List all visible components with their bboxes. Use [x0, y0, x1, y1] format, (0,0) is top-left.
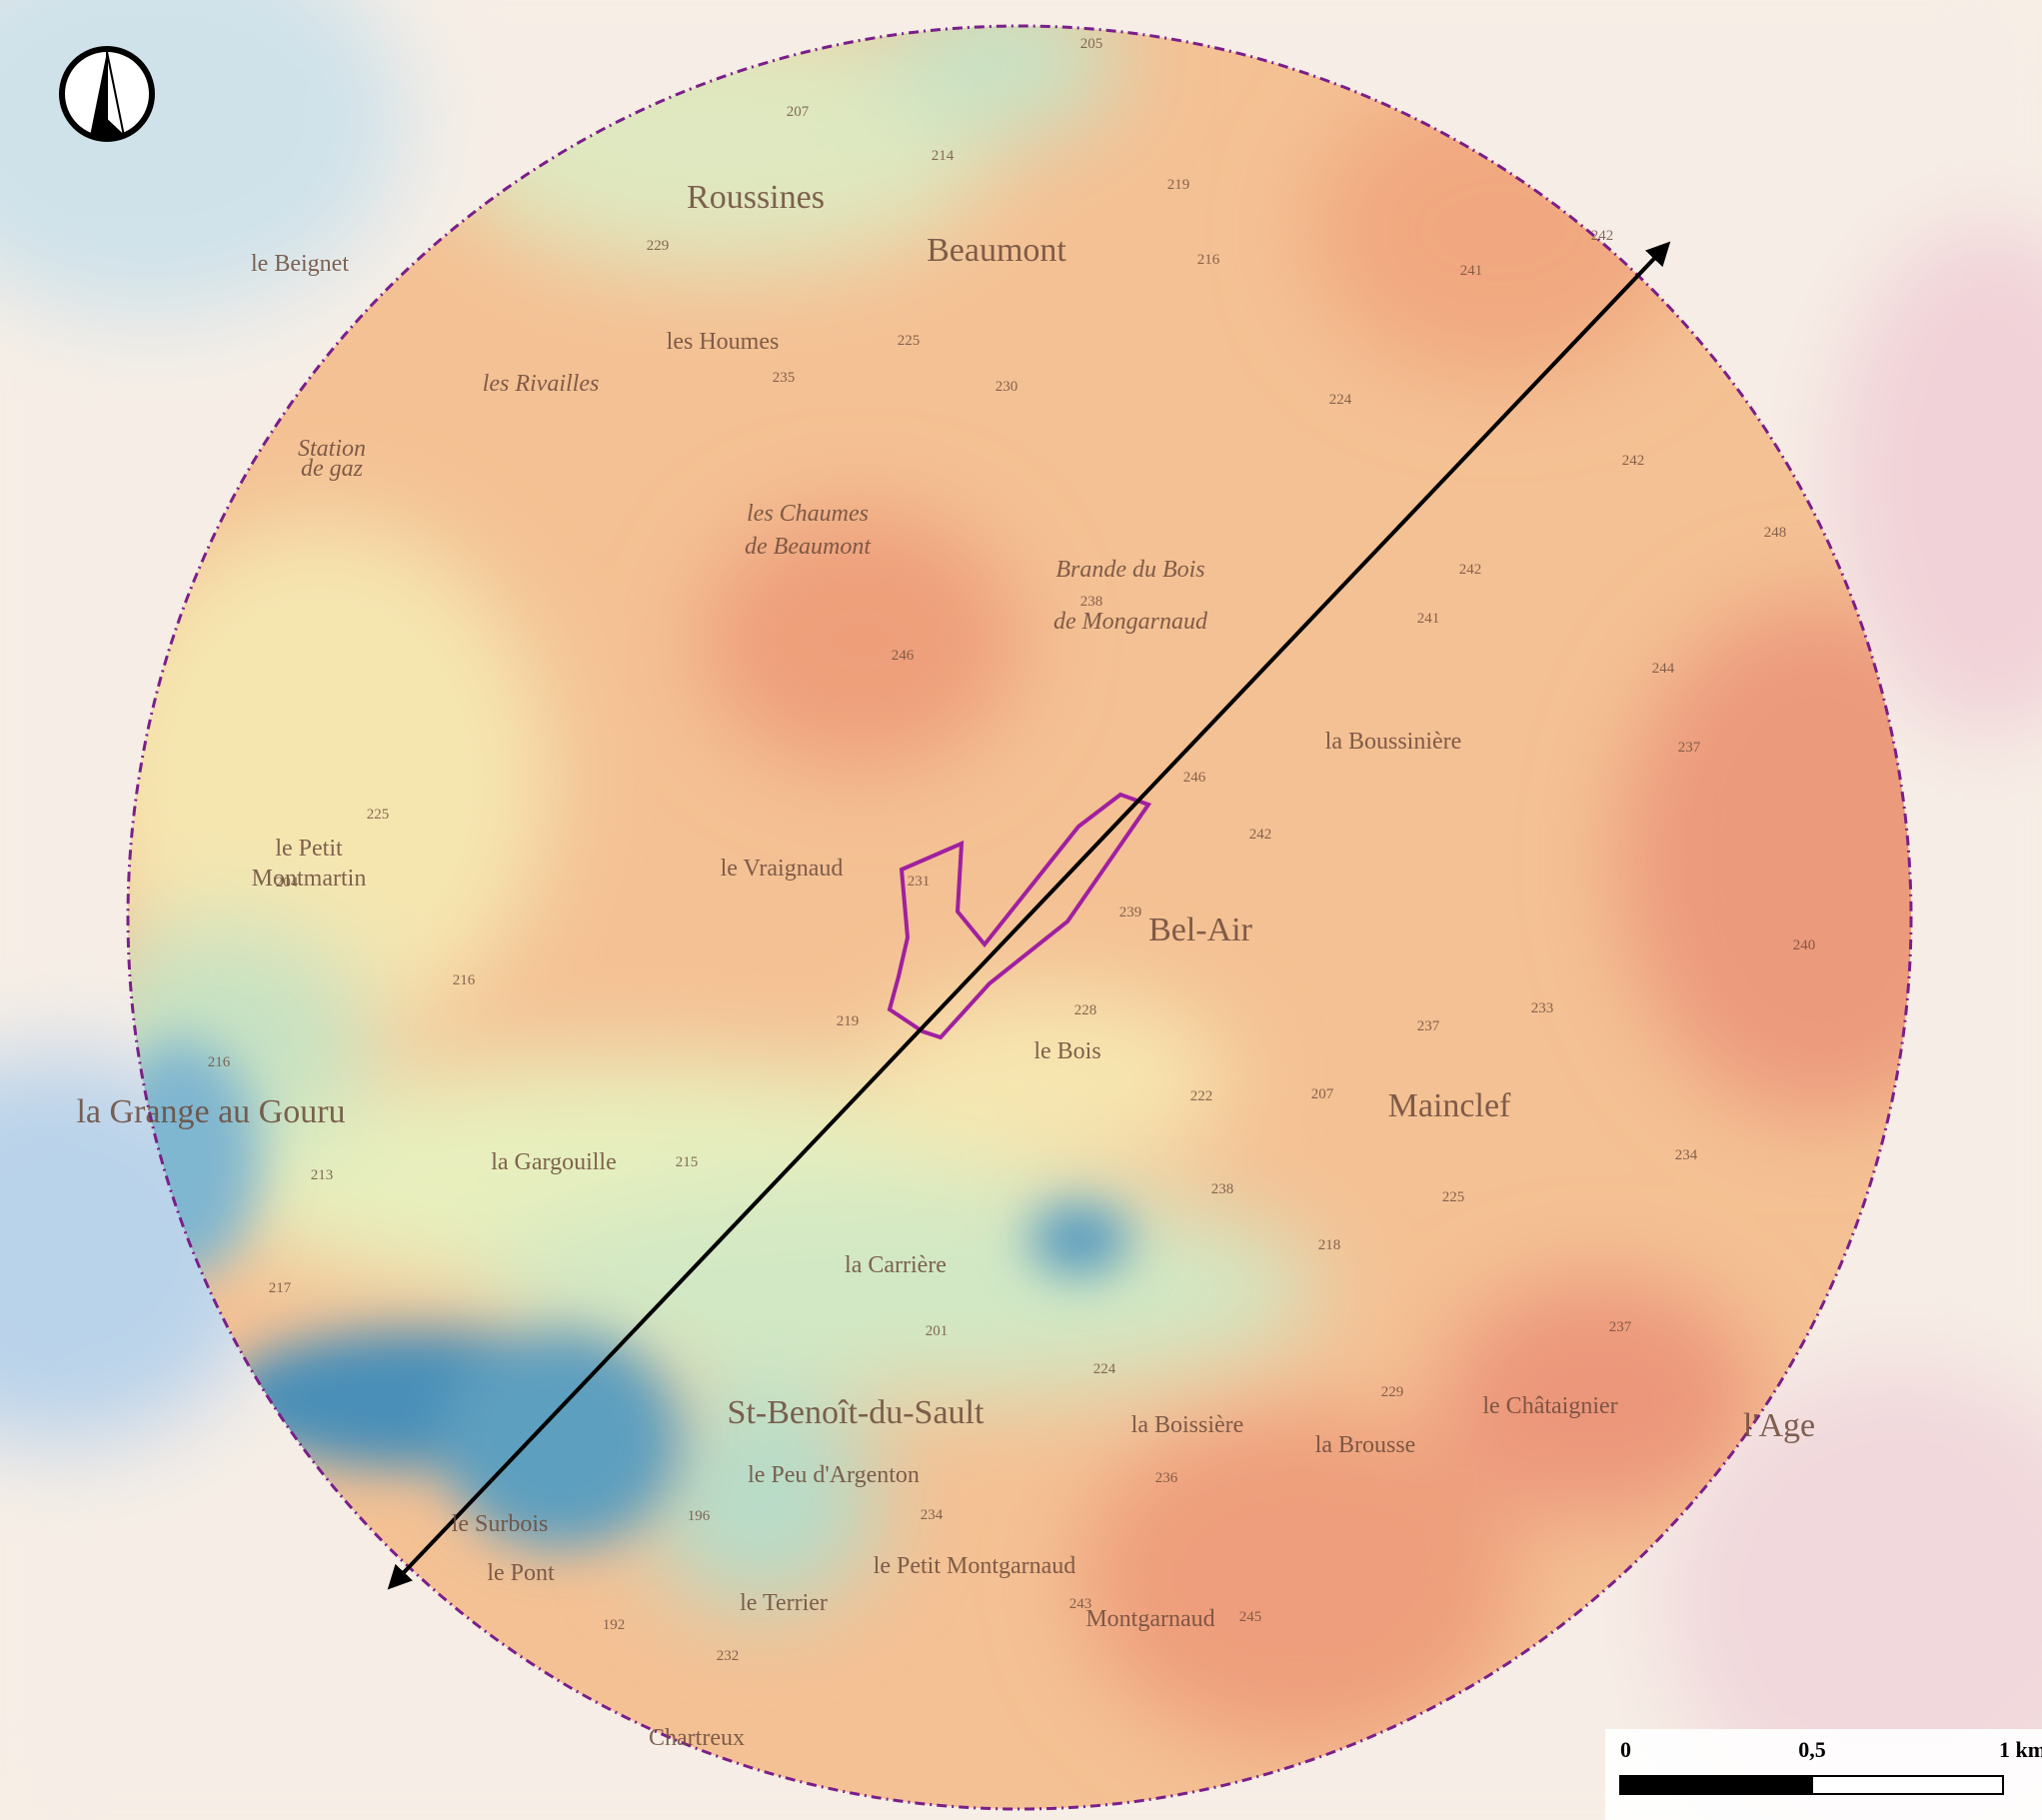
place-label: les Rivailles: [483, 371, 600, 397]
spot-height: 229: [647, 238, 670, 254]
spot-height: 237: [1417, 1018, 1440, 1034]
spot-height: 213: [311, 1167, 334, 1183]
spot-height: 235: [773, 370, 796, 386]
place-label: les Chaumes: [747, 501, 869, 527]
place-label: Brande du Bois: [1055, 557, 1204, 583]
place-label: Roussines: [687, 179, 825, 216]
place-label: la Brousse: [1315, 1432, 1416, 1458]
spot-height: 204: [276, 875, 299, 891]
spot-height: 216: [1197, 252, 1220, 268]
place-label: le Terrier: [740, 1590, 828, 1616]
place-label: le Petit Montgarnaud: [874, 1553, 1076, 1579]
place-label: le Peu d'Argenton: [748, 1462, 920, 1488]
place-label: la Carrière: [845, 1252, 947, 1278]
scale-label: 0: [1620, 1737, 1631, 1762]
spot-height: 233: [1531, 1000, 1554, 1016]
spot-height: 229: [1381, 1384, 1404, 1400]
spot-height: 219: [837, 1013, 860, 1029]
spot-height: 245: [1239, 1609, 1262, 1625]
spot-height: 239: [1119, 905, 1142, 920]
spot-height: 216: [208, 1054, 231, 1070]
spot-height: 248: [1764, 525, 1787, 541]
spot-height: 246: [892, 648, 915, 664]
place-label: le Beignet: [251, 251, 349, 277]
spot-height: 215: [676, 1154, 699, 1170]
scale-bar: 0 0,5 1 km: [1605, 1729, 2042, 1820]
page: {"map": { "places": [ {"label": "Roussin…: [0, 0, 2042, 1820]
spot-height: 214: [932, 148, 955, 164]
place-label: l'Age: [1743, 1407, 1815, 1444]
spot-height: 230: [996, 379, 1019, 395]
spot-height: 222: [1190, 1088, 1213, 1104]
place-label: Mainclef: [1388, 1087, 1511, 1124]
spot-height: 196: [688, 1508, 711, 1524]
place-label: le Surbois: [452, 1511, 549, 1537]
spot-height: 192: [603, 1617, 626, 1633]
spot-height: 237: [1609, 1319, 1632, 1335]
place-label: le Petit: [275, 836, 343, 862]
spot-height: 241: [1460, 263, 1483, 279]
scale-label: 1 km: [1999, 1737, 2042, 1762]
place-label: de gaz: [301, 456, 364, 482]
place-label: Montgarnaud: [1085, 1606, 1214, 1632]
spot-height: 242: [1459, 562, 1482, 578]
spot-height: 225: [1442, 1189, 1465, 1205]
spot-height: 217: [269, 1280, 292, 1296]
spot-height: 243: [1069, 1596, 1092, 1612]
place-label: la Gargouille: [491, 1149, 617, 1175]
spot-height: 240: [1793, 937, 1816, 953]
spot-height: 234: [1675, 1147, 1698, 1163]
place-label: la Boussinière: [1325, 729, 1462, 755]
spot-height: 242: [1622, 453, 1645, 469]
spot-height: 244: [1652, 661, 1675, 677]
spot-height: 224: [1329, 392, 1352, 408]
spot-height: 238: [1080, 594, 1103, 610]
north-arrow: [62, 49, 152, 139]
place-label: Chartreux: [649, 1725, 745, 1751]
spot-height: 246: [1183, 770, 1206, 786]
spot-height: 205: [1080, 36, 1103, 52]
spot-height: 228: [1074, 1002, 1097, 1018]
place-label: le Pont: [487, 1560, 555, 1586]
spot-height: 231: [908, 874, 931, 890]
place-label: Montmartin: [252, 866, 367, 892]
spot-height: 232: [717, 1648, 740, 1664]
spot-height: 242: [1249, 827, 1272, 843]
place-label: de Mongarnaud: [1053, 609, 1208, 635]
place-label: le Bois: [1033, 1038, 1100, 1064]
spot-height: 201: [926, 1323, 949, 1339]
scale-label: 0,5: [1798, 1737, 1826, 1762]
spot-height: 225: [367, 807, 390, 823]
spot-height: 236: [1155, 1470, 1178, 1486]
spot-height: 219: [1167, 177, 1190, 193]
spot-height: 238: [1211, 1181, 1234, 1197]
spot-height: 234: [921, 1507, 944, 1523]
place-label: la Boissière: [1131, 1412, 1244, 1438]
spot-height: 207: [787, 104, 810, 120]
map: Roussines Beaumont les Houmes les Rivailles…: [0, 0, 2042, 1820]
spot-height: 225: [898, 333, 921, 349]
place-label: le Châtaignier: [1482, 1393, 1617, 1419]
place-label: les Houmes: [667, 329, 780, 355]
spot-height: 216: [453, 972, 476, 988]
spot-height: 241: [1417, 611, 1440, 627]
place-label: la Grange au Gouru: [76, 1093, 345, 1130]
place-label: de Beaumont: [745, 534, 872, 560]
place-label: le Vraignaud: [721, 856, 844, 882]
spot-height: 237: [1678, 740, 1701, 756]
spot-height: 242: [1591, 228, 1614, 244]
spot-height: 207: [1311, 1086, 1334, 1102]
spot-height: 224: [1093, 1361, 1116, 1377]
place-label: Beaumont: [927, 232, 1066, 269]
spot-height: 218: [1318, 1237, 1341, 1253]
place-label: St-Benoît-du-Sault: [728, 1394, 985, 1431]
place-label: Bel-Air: [1148, 911, 1253, 948]
